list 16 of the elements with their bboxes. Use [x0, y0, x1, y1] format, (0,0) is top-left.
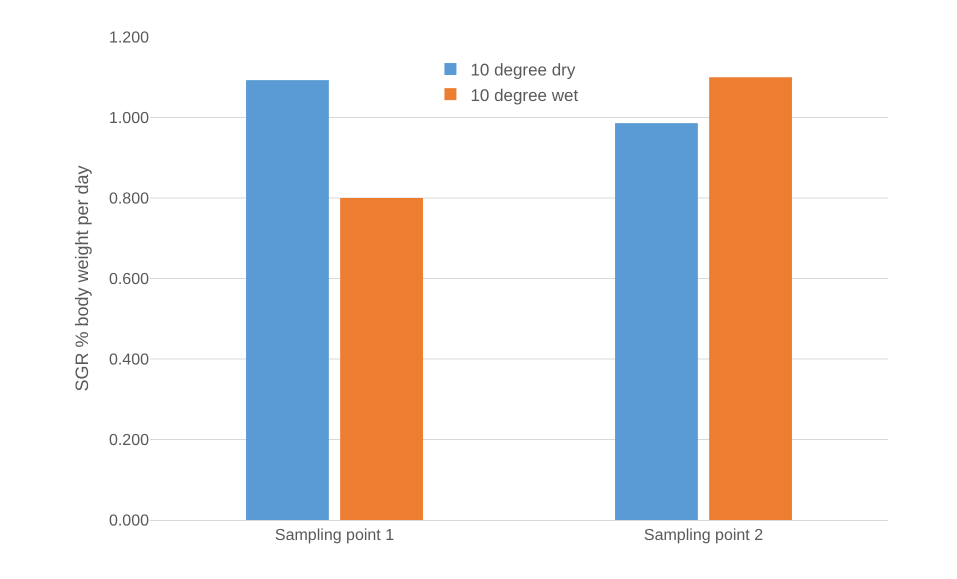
y-tick-label: 0.200: [108, 432, 150, 450]
y-tick-label: 0.600: [108, 271, 150, 288]
y-tick-label: 1.200: [108, 30, 150, 47]
bar: [709, 77, 792, 520]
y-axis-title: SGR % body weight per day: [72, 165, 92, 392]
legend-label: 10 degree dry: [470, 60, 576, 80]
x-tick-label: Sampling point 1: [274, 527, 394, 544]
bar: [246, 80, 329, 520]
legend-label: 10 degree wet: [470, 86, 578, 105]
x-tick-label: Sampling point 2: [644, 527, 764, 544]
y-tick-label: 1.000: [108, 110, 150, 128]
bar: [340, 198, 423, 520]
y-tick-label: 0.800: [108, 190, 150, 208]
y-tick-label: 0.400: [108, 352, 150, 369]
y-tick-label: 0.000: [108, 512, 150, 530]
bar: [615, 123, 698, 520]
